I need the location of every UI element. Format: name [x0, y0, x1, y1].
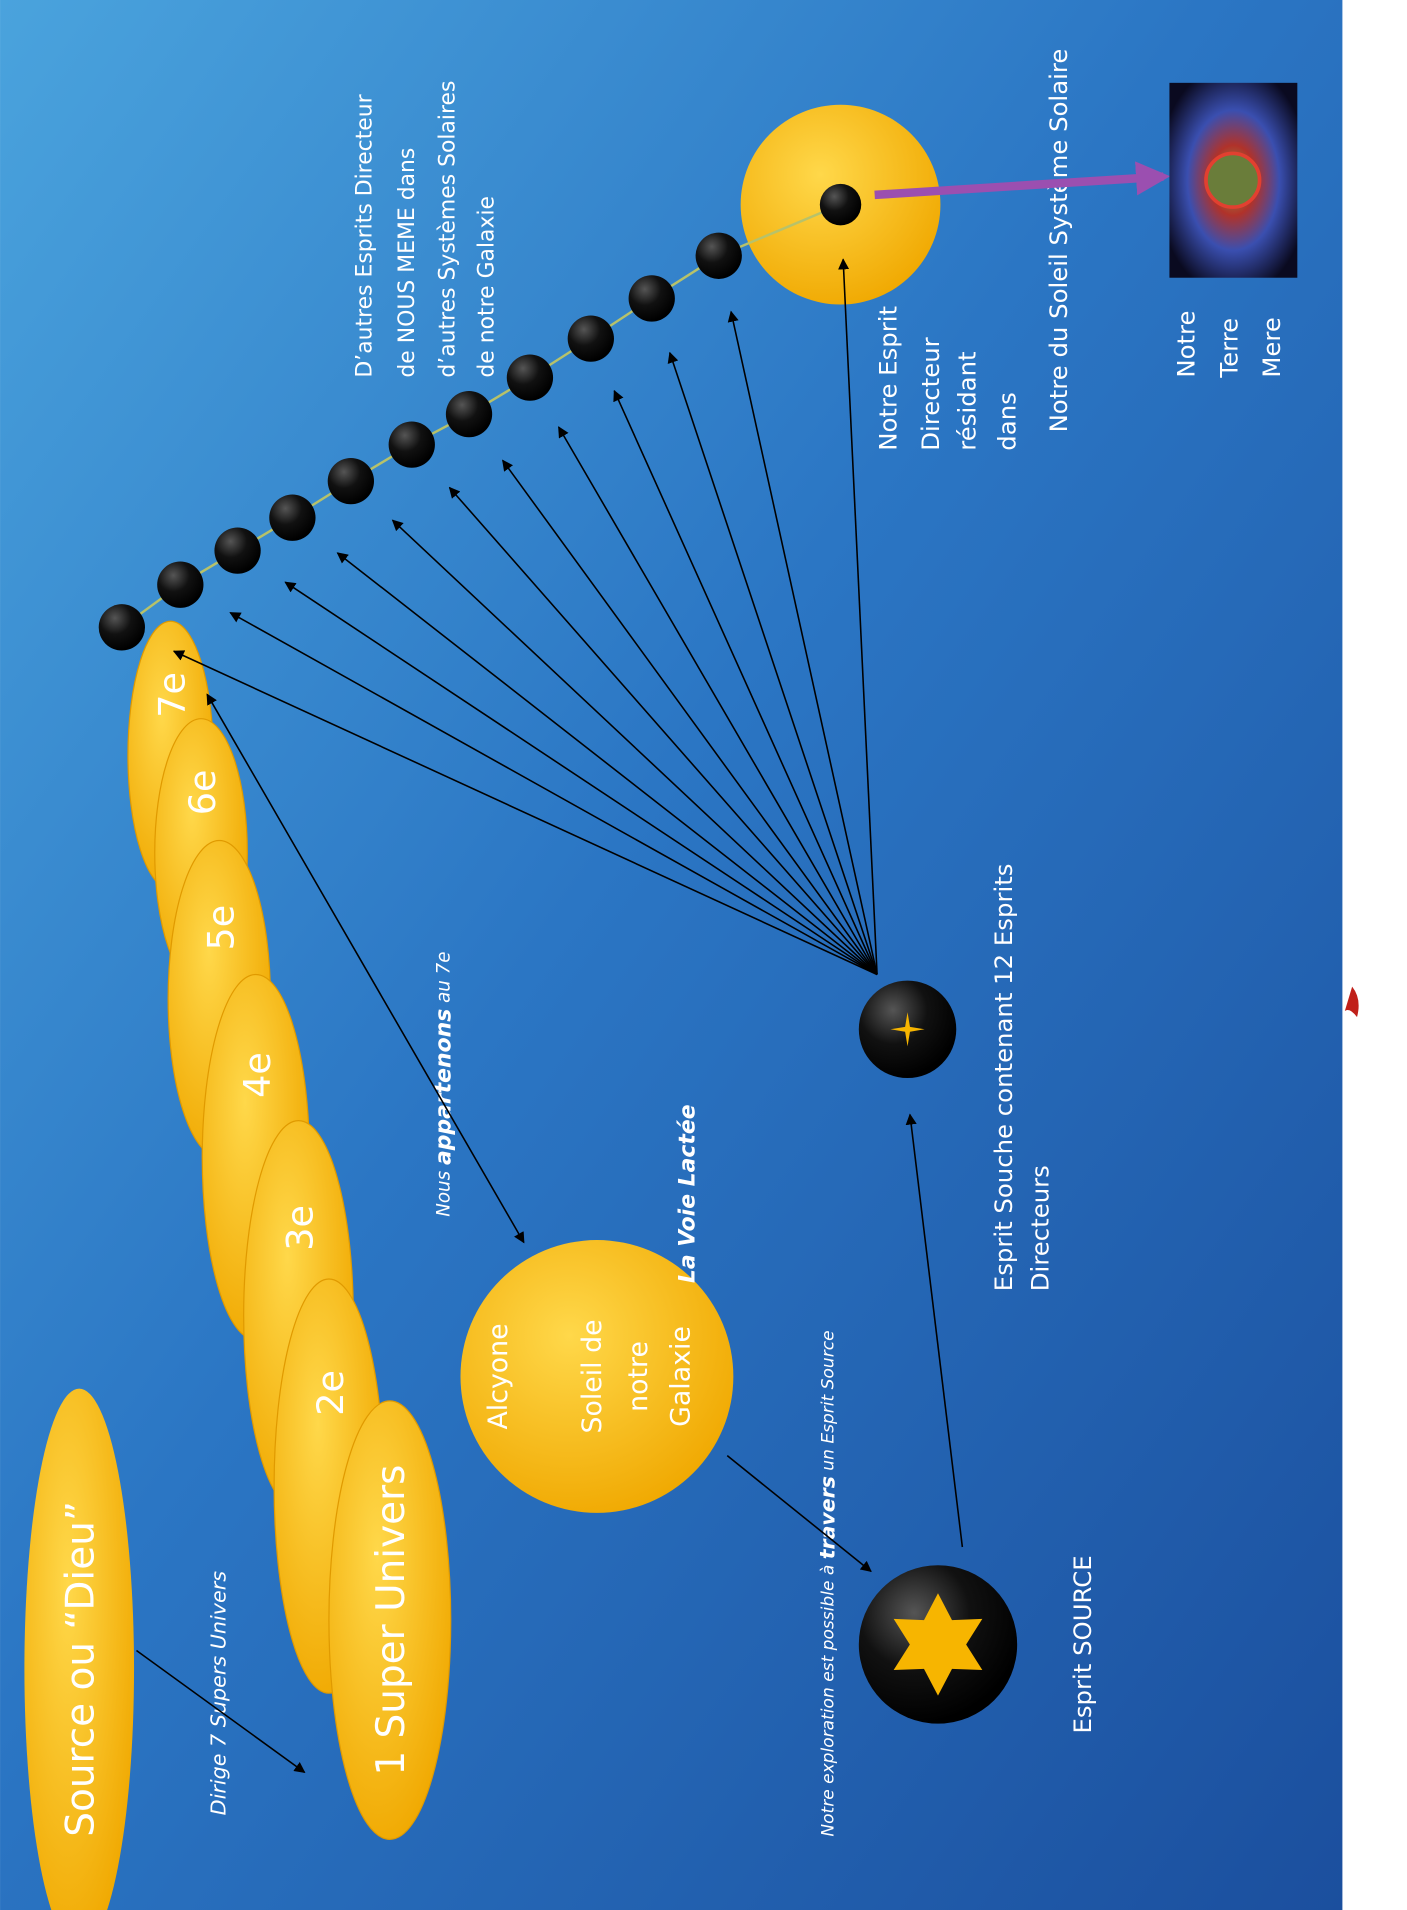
- super-univers-label: 6e: [181, 770, 224, 816]
- director-ball: [328, 458, 374, 504]
- esprit-souche-label: Directeurs: [1026, 1165, 1055, 1291]
- earth-globe: [1206, 153, 1260, 207]
- galaxy-sun-label: Soleil de: [577, 1319, 608, 1433]
- super-univers-label: 5e: [199, 905, 242, 951]
- text-segment: Notre exploration est possible à: [818, 1559, 838, 1836]
- galaxy-name: La Voie Lactée: [675, 1104, 700, 1283]
- our-director-label: résidant: [952, 351, 981, 450]
- esprit-souche-label: Esprit Souche contenant 12 Esprits: [989, 864, 1018, 1292]
- other-directors-label: de notre Galaxie: [474, 196, 499, 378]
- super-univers-label: 3e: [279, 1205, 322, 1251]
- director-ball: [157, 562, 203, 608]
- earth-label: Notre: [1172, 310, 1201, 377]
- exploration-note: Notre exploration est possible à travers…: [815, 1330, 839, 1836]
- director-ball: [629, 275, 675, 321]
- director-ball: [214, 527, 260, 573]
- director-ball: [389, 421, 435, 467]
- galaxy-sun-label: Galaxie: [666, 1326, 697, 1427]
- source-label: Source ou “Dieu”: [58, 1501, 103, 1837]
- super-univers-label: 1 Super Univers: [369, 1465, 414, 1776]
- director-ball: [446, 391, 492, 437]
- text-segment: au 7e: [434, 951, 455, 1008]
- text-segment: appartenons: [432, 1009, 457, 1165]
- director-ball: [99, 604, 145, 650]
- galaxy-sun-label: notre: [623, 1341, 654, 1412]
- diagram: Source ou “Dieu” Dirige 7 Supers Univers 7…: [0, 0, 1407, 1910]
- director-ball: [696, 233, 742, 279]
- super-univers-label: 4e: [236, 1052, 279, 1098]
- other-directors-label: D’autres Esprits Directeur: [352, 94, 377, 377]
- red-mark: [1345, 987, 1359, 1017]
- super-univers-label: 7e: [151, 672, 194, 718]
- galaxy-sun-label: Alcyone: [483, 1323, 514, 1429]
- super-univers-label: 2e: [309, 1370, 352, 1416]
- our-director-label: Notre Esprit: [873, 306, 902, 451]
- sun-system-label: Notre du Soleil Système Solaire: [1044, 49, 1073, 433]
- text-segment: un Esprit Source: [818, 1330, 838, 1476]
- page: Source ou “Dieu” Dirige 7 Supers Univers 7…: [0, 0, 1407, 1910]
- our-director-label: Directeur: [916, 336, 945, 450]
- earth-label: Mere: [1257, 317, 1286, 377]
- other-directors-label: de NOUS MEME dans: [395, 148, 420, 378]
- director-ball: [507, 354, 553, 400]
- esprit-source-label: Esprit SOURCE: [1068, 1555, 1097, 1733]
- earth-label: Terre: [1214, 318, 1243, 379]
- text-segment: travers: [815, 1476, 839, 1559]
- director-ball: [820, 184, 861, 225]
- source-note: Dirige 7 Supers Univers: [206, 1571, 230, 1816]
- director-ball: [269, 495, 315, 541]
- text-segment: Nous: [434, 1165, 455, 1217]
- our-director-label: dans: [993, 392, 1022, 451]
- other-directors-label: d’autres Systèmes Solaires: [435, 81, 460, 378]
- director-ball: [568, 315, 614, 361]
- belonging-note: Nous appartenons au 7e: [432, 951, 457, 1216]
